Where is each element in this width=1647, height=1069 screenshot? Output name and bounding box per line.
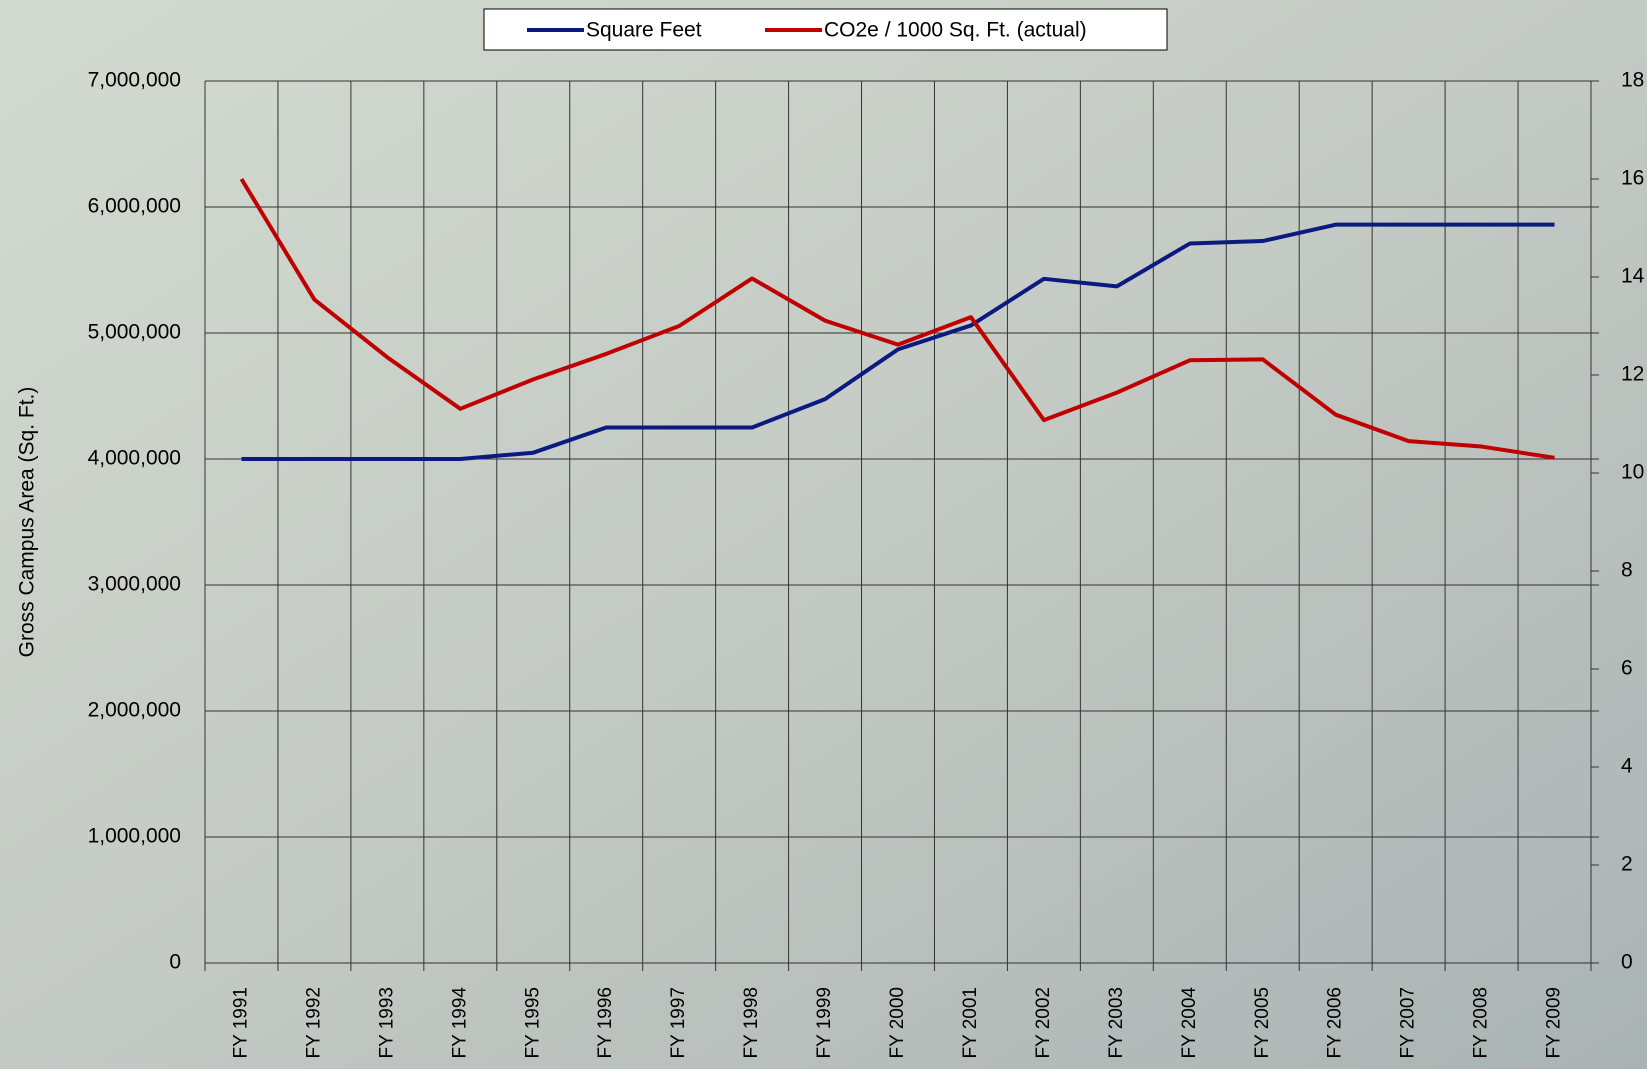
legend-label: Square Feet	[586, 19, 702, 42]
y2-tick-label: 0	[1621, 951, 1633, 974]
y-axis-title: Gross Campus Area (Sq. Ft.)	[16, 387, 39, 658]
x-tick-label: FY 1995	[522, 987, 543, 1058]
y2-tick-label: 14	[1621, 265, 1645, 288]
x-tick-label: FY 1992	[303, 987, 324, 1058]
legend-label: CO2e / 1000 Sq. Ft. (actual)	[824, 19, 1087, 42]
x-tick-label: FY 2007	[1398, 987, 1419, 1058]
x-tick-label: FY 1999	[814, 987, 835, 1058]
x-tick-label: FY 2002	[1033, 987, 1054, 1058]
y2-tick-label: 16	[1621, 167, 1644, 190]
x-tick-label: FY 2008	[1471, 987, 1492, 1058]
x-tick-label: FY 2006	[1325, 987, 1346, 1058]
x-tick-label: FY 2005	[1252, 987, 1273, 1058]
x-tick-label: FY 2000	[887, 987, 908, 1058]
y-tick-label: 6,000,000	[88, 195, 181, 218]
y2-tick-label: 2	[1621, 853, 1633, 876]
y2-tick-label: 8	[1621, 559, 1633, 582]
line-series	[239, 177, 1555, 460]
y-tick-label: 5,000,000	[88, 321, 181, 344]
y2-tick-label: 18	[1621, 69, 1644, 92]
x-tick-label: FY 2001	[960, 987, 981, 1058]
y-tick-label: 7,000,000	[88, 69, 181, 92]
x-tick-label: FY 1993	[376, 987, 397, 1058]
line-series	[241, 222, 1555, 461]
x-tick-label: FY 2004	[1179, 987, 1200, 1059]
y-tick-label: 2,000,000	[88, 699, 181, 722]
y2-tick-label: 12	[1621, 363, 1644, 386]
x-tick-label: FY 1998	[741, 987, 762, 1058]
x-tick-label: FY 2009	[1544, 987, 1565, 1058]
x-tick-label: FY 1991	[230, 987, 251, 1058]
y-tick-label: 1,000,000	[88, 825, 181, 848]
x-tick-label: FY 1994	[449, 987, 470, 1059]
x-tick-label: FY 1996	[595, 987, 616, 1058]
y-tick-label: 0	[169, 951, 181, 974]
legend-box	[483, 8, 1168, 51]
y2-tick-label: 10	[1621, 461, 1644, 484]
y2-tick-label: 6	[1621, 657, 1633, 680]
x-tick-label: FY 2003	[1106, 987, 1127, 1058]
x-tick-label: FY 1997	[668, 987, 689, 1058]
y-tick-label: 4,000,000	[88, 447, 181, 470]
y-tick-label: 3,000,000	[88, 573, 181, 596]
y2-tick-label: 4	[1621, 755, 1633, 778]
